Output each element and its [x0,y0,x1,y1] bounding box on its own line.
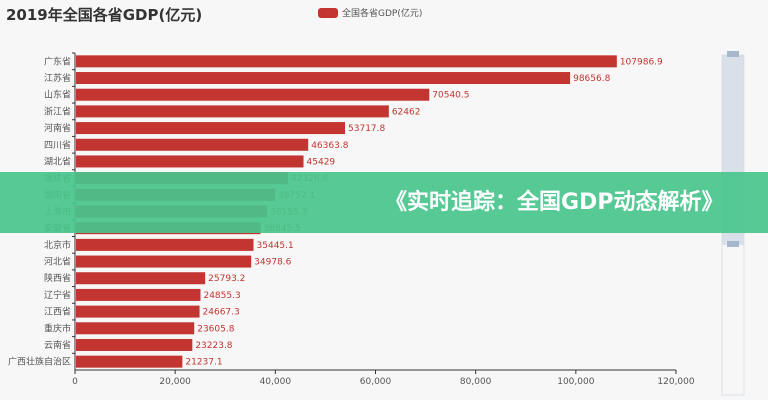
y-tick-label: 重庆市 [44,322,71,334]
y-tick-label: 陕西省 [44,272,71,284]
x-tick-label: 0 [72,377,78,387]
data-label: 98656.8 [573,74,610,84]
bar-云南省 [76,338,193,351]
bar-浙江省 [76,105,389,118]
chart-title: 2019年全国各省GDP(亿元) [6,6,203,24]
legend-item[interactable]: 全国各省GDP(亿元) [318,6,422,19]
x-tick-label: 120,000 [657,377,694,387]
y-tick-label: 河北省 [44,256,71,268]
data-label: 35445.1 [257,241,294,251]
bar-江西省 [76,305,200,318]
bar-辽宁省 [76,288,201,301]
y-tick-label: 辽宁省 [44,289,71,301]
data-label: 24667.3 [203,308,240,318]
bar-四川省 [76,138,309,151]
y-tick-label: 广西壮族自治区 [8,356,71,368]
x-tick-label: 60,000 [360,377,392,387]
data-label: 45429 [307,157,336,167]
bar-广东省 [76,55,617,68]
data-label: 23605.8 [197,324,234,334]
y-tick-label: 北京市 [44,239,71,251]
bar-江苏省 [76,72,571,85]
x-tick-label: 80,000 [460,377,492,387]
data-label: 107986.9 [620,57,663,67]
data-label: 21237.1 [185,358,222,368]
data-label: 53717.8 [348,124,385,134]
bar-重庆市 [76,322,195,335]
y-tick-label: 浙江省 [44,105,71,117]
bar-河南省 [76,122,346,135]
data-label: 24855.3 [203,291,240,301]
overlay-banner-text: 《实时追踪：全国GDP动态解析》 [385,190,724,215]
legend-swatch [318,7,338,18]
bar-广西壮族自治区 [76,355,183,368]
x-tick-label: 40,000 [260,377,292,387]
y-tick-label: 广东省 [44,55,71,67]
y-tick-label: 云南省 [44,339,71,351]
bar-湖北省 [76,155,304,168]
y-tick-label: 四川省 [44,139,71,151]
x-tick-label: 20,000 [159,377,191,387]
slider-handle-bottom[interactable] [727,241,739,247]
y-tick-label: 山东省 [44,89,71,101]
y-tick-label: 湖北省 [44,155,71,167]
data-label: 23223.8 [195,341,232,351]
x-tick-label: 100,000 [557,377,594,387]
bar-陕西省 [76,272,206,285]
bar-山东省 [76,88,430,101]
data-label: 34978.6 [254,258,291,268]
y-tick-label: 河南省 [44,122,71,134]
y-tick-label: 江西省 [44,306,71,318]
data-label: 70540.5 [432,91,469,101]
slider-handle-top[interactable] [727,51,739,57]
bar-河北省 [76,255,252,268]
bar-北京市 [76,238,254,251]
data-label: 46363.8 [311,141,348,151]
y-tick-label: 江苏省 [44,72,71,84]
legend-label: 全国各省GDP(亿元) [342,9,423,19]
overlay-banner: 《实时追踪：全国GDP动态解析》 [0,172,768,233]
data-label: 25793.2 [208,274,245,284]
data-label: 62462 [392,107,421,117]
